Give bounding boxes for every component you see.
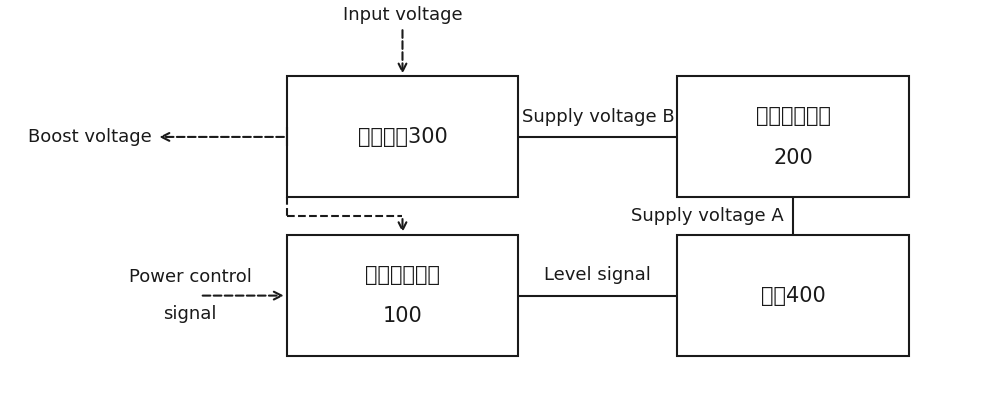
Text: 电源400: 电源400 [761, 286, 826, 306]
Bar [287, 235, 518, 356]
Text: 电压采集电路: 电压采集电路 [756, 106, 831, 126]
Text: signal: signal [163, 306, 217, 324]
Bar [677, 235, 909, 356]
Text: Supply voltage B: Supply voltage B [522, 107, 674, 126]
Bar [677, 76, 909, 197]
Text: Boost voltage: Boost voltage [28, 128, 152, 146]
Text: 信号控制电路: 信号控制电路 [365, 265, 440, 285]
Text: 升唸电路300: 升唸电路300 [358, 127, 447, 147]
Text: Power control: Power control [129, 268, 252, 286]
Text: Level signal: Level signal [544, 266, 651, 284]
Text: Supply voltage A: Supply voltage A [631, 207, 784, 225]
Bar [287, 76, 518, 197]
Text: 100: 100 [383, 306, 422, 326]
Text: 200: 200 [773, 148, 813, 168]
Text: Input voltage: Input voltage [343, 6, 462, 23]
